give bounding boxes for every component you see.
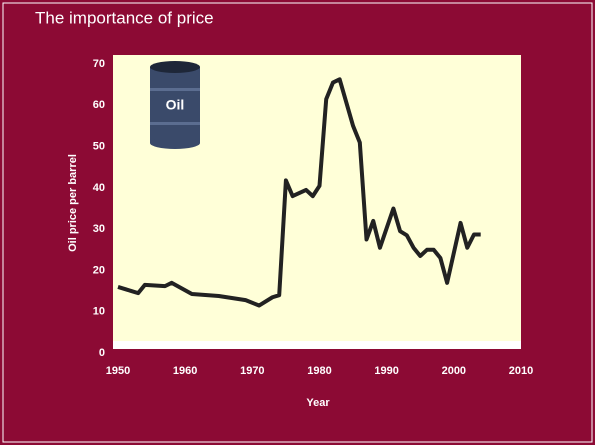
y-tick-label: 40 bbox=[93, 182, 105, 194]
y-tick-label: 10 bbox=[93, 306, 105, 318]
barrel-rib bbox=[150, 88, 200, 91]
x-tick-label: 1990 bbox=[374, 365, 398, 377]
x-tick-label: 1950 bbox=[106, 365, 130, 377]
barrel-rib bbox=[150, 122, 200, 125]
barrel-label: Oil bbox=[166, 97, 185, 113]
y-tick-label: 0 bbox=[99, 347, 105, 359]
y-tick-label: 70 bbox=[93, 58, 105, 70]
y-tick-label: 30 bbox=[93, 223, 105, 235]
x-tick-label: 1970 bbox=[240, 365, 264, 377]
plot-strip bbox=[113, 341, 521, 349]
y-axis-label: Oil price per barrel bbox=[67, 154, 79, 252]
barrel-body bbox=[150, 67, 200, 143]
x-tick-label: 2010 bbox=[509, 365, 533, 377]
x-tick-label: 1980 bbox=[307, 365, 331, 377]
slide-title: The importance of price bbox=[35, 8, 214, 27]
barrel-bottom bbox=[150, 137, 200, 149]
oil-barrel-icon: Oil bbox=[150, 61, 200, 149]
y-tick-label: 50 bbox=[93, 140, 105, 152]
x-tick-label: 2000 bbox=[442, 365, 466, 377]
barrel-top bbox=[150, 61, 200, 73]
y-tick-label: 60 bbox=[93, 99, 105, 111]
x-tick-label: 1960 bbox=[173, 365, 197, 377]
x-axis-label: Year bbox=[306, 397, 330, 409]
y-tick-label: 20 bbox=[93, 264, 105, 276]
price-line bbox=[117, 77, 481, 308]
